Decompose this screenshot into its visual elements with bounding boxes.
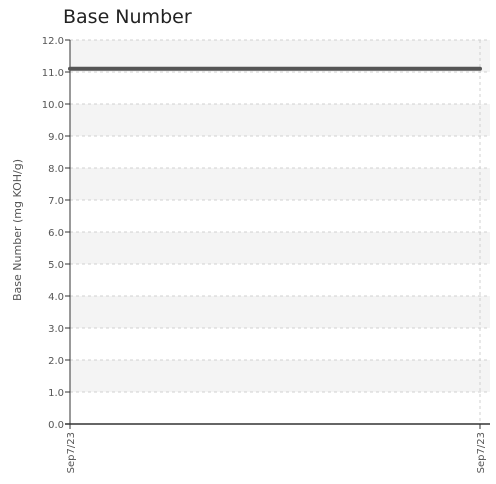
y-tick-label: 4.0 bbox=[48, 292, 64, 303]
y-tick-label: 7.0 bbox=[48, 196, 64, 207]
y-tick-label: 8.0 bbox=[48, 164, 64, 175]
background-band bbox=[70, 296, 490, 328]
y-tick-label: 1.0 bbox=[48, 388, 64, 399]
x-tick-label: Sep7/23 bbox=[66, 432, 77, 473]
y-tick-label: 9.0 bbox=[48, 132, 64, 143]
x-tick-label: Sep7/23 bbox=[476, 432, 487, 473]
y-axis-label: Base Number (mg KOH/g) bbox=[11, 159, 24, 301]
chart-title: Base Number bbox=[63, 6, 192, 28]
y-tick-label: 12.0 bbox=[42, 36, 64, 47]
y-tick-label: 2.0 bbox=[48, 356, 64, 367]
y-tick-label: 0.0 bbox=[48, 420, 64, 431]
y-tick-label: 3.0 bbox=[48, 324, 64, 335]
y-tick-label: 6.0 bbox=[48, 228, 64, 239]
y-tick-label: 10.0 bbox=[42, 100, 64, 111]
y-tick-label: 5.0 bbox=[48, 260, 64, 271]
background-bands bbox=[70, 40, 490, 392]
y-axis: 0.0 1.0 2.0 3.0 4.0 5.0 6.0 7.0 8.0 9.0 10.0 11.0 12… bbox=[42, 36, 71, 431]
horizontal-gridlines bbox=[70, 39, 490, 393]
background-band bbox=[70, 168, 490, 200]
background-band bbox=[70, 232, 490, 264]
background-band bbox=[70, 40, 490, 72]
background-band bbox=[70, 360, 490, 392]
background-band bbox=[70, 104, 490, 136]
x-axis: Sep7/23 Sep7/23 bbox=[65, 423, 490, 473]
y-tick-label: 11.0 bbox=[42, 68, 64, 79]
